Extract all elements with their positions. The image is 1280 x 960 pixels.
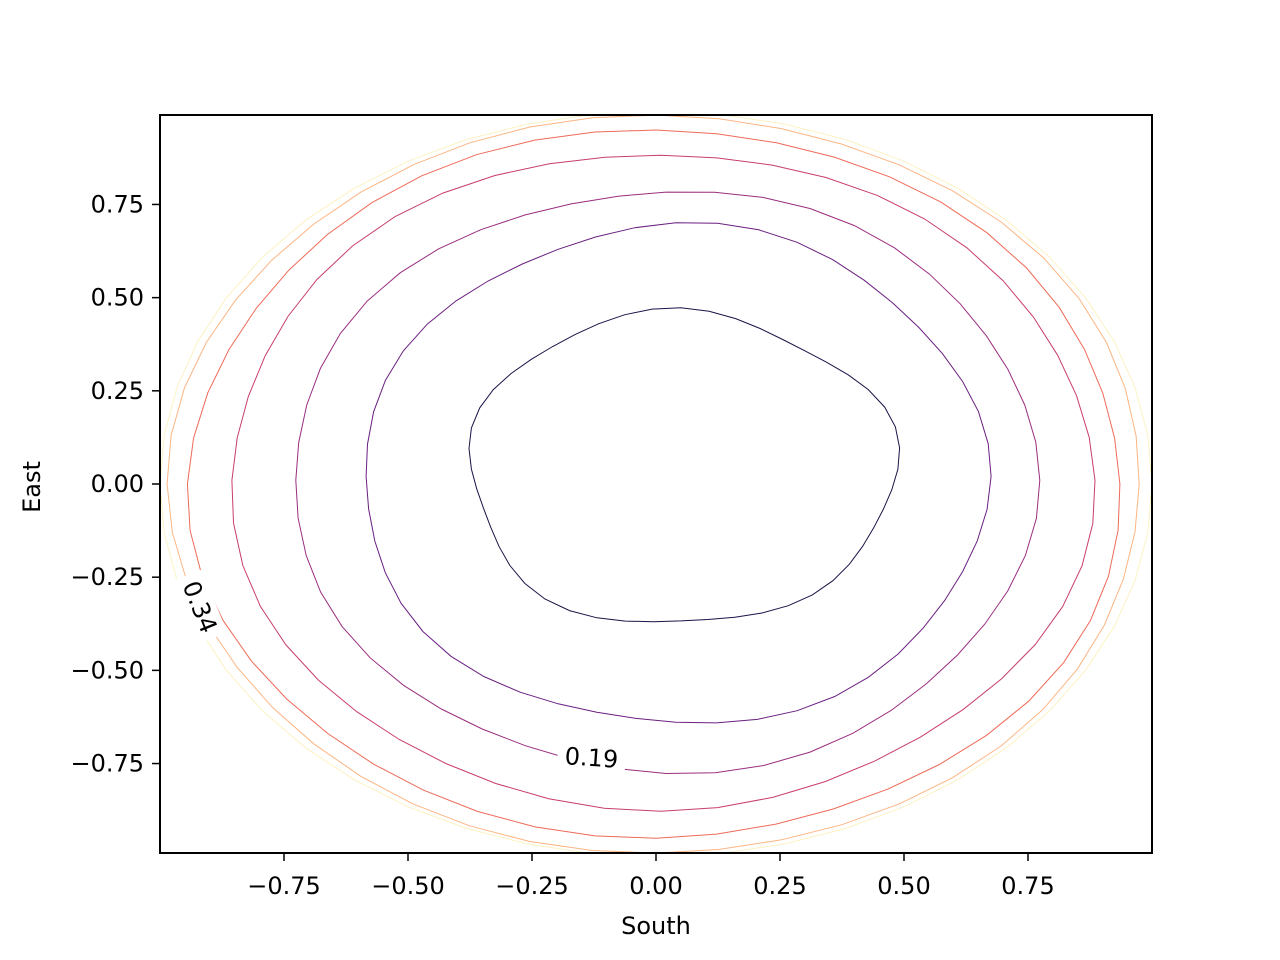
contour-level xyxy=(468,307,901,623)
y-tick-label: 0.50 xyxy=(91,284,144,312)
contour-level xyxy=(186,129,1121,839)
contour-lines xyxy=(160,115,1152,853)
y-tick-label: −0.50 xyxy=(70,656,144,684)
plot-background xyxy=(160,115,1152,853)
x-tick-label: 0.50 xyxy=(877,872,930,900)
x-tick-label: −0.50 xyxy=(371,872,445,900)
y-tick-label: −0.25 xyxy=(70,563,144,591)
x-tick-label: 0.25 xyxy=(753,872,806,900)
y-axis-label: East xyxy=(18,461,46,513)
contour-level xyxy=(295,191,1041,775)
y-tick-label: 0.00 xyxy=(91,470,144,498)
y-tick-label: −0.75 xyxy=(70,750,144,778)
x-axis: −0.75 −0.50 −0.25 0.00 0.25 0.50 0.75 xyxy=(247,853,1055,900)
x-axis-label: South xyxy=(621,912,691,940)
y-axis: −0.75 −0.50 −0.25 0.00 0.25 0.50 0.75 xyxy=(70,190,160,778)
contour-label: 0.19 xyxy=(564,742,619,774)
contour-level xyxy=(166,115,1140,853)
contour-level xyxy=(231,154,1096,812)
contour-level xyxy=(365,222,992,724)
x-tick-label: 0.00 xyxy=(629,872,682,900)
y-tick-label: 0.75 xyxy=(91,190,144,218)
x-tick-label: −0.25 xyxy=(495,872,569,900)
y-tick-label: 0.25 xyxy=(91,377,144,405)
contour-level xyxy=(160,115,1152,853)
contour-label-background xyxy=(173,569,228,644)
x-tick-label: −0.75 xyxy=(247,872,321,900)
x-tick-label: 0.75 xyxy=(1001,872,1054,900)
contour-label-background xyxy=(556,739,627,775)
